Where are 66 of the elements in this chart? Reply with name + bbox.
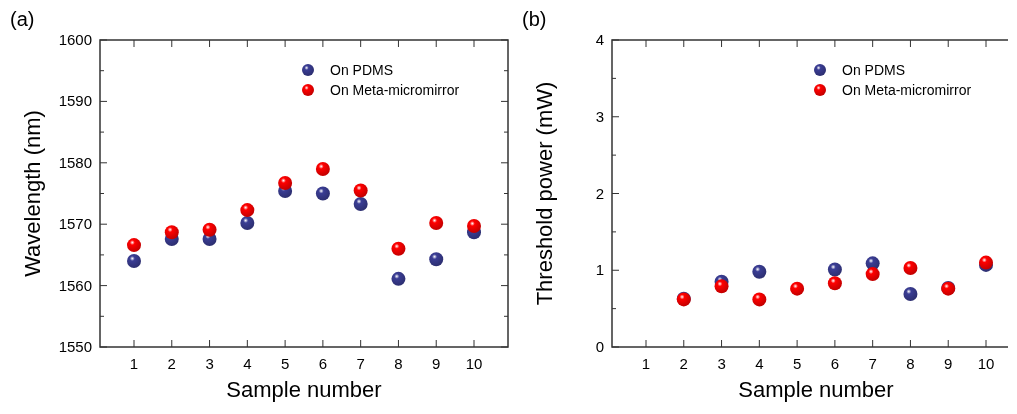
- y-tick-label: 0: [595, 338, 604, 355]
- point: [903, 287, 918, 302]
- point: [164, 225, 179, 240]
- y-tick-label: 1600: [58, 31, 92, 48]
- point: [315, 186, 330, 201]
- point: [278, 176, 293, 191]
- point: [752, 264, 767, 279]
- x-tick-label: 4: [755, 355, 764, 372]
- point: [714, 279, 729, 294]
- x-tick-label: 5: [792, 355, 802, 372]
- point: [865, 267, 880, 282]
- legend-label: On PDMS: [330, 62, 394, 78]
- y-tick-label: 1550: [58, 338, 92, 355]
- y-axis-title: Threshold power (mW): [532, 81, 557, 306]
- x-tick-label: 5: [280, 355, 290, 372]
- y-tick-label: 1580: [58, 153, 92, 171]
- x-tick-label: 8: [394, 355, 403, 372]
- x-tick-label: 2: [167, 355, 176, 372]
- point: [429, 252, 444, 267]
- point: [467, 219, 481, 234]
- legend-label: On Meta-micromirror: [330, 82, 460, 98]
- point: [903, 260, 918, 275]
- point: [827, 276, 842, 291]
- x-tick-label: 3: [205, 355, 214, 372]
- y-tick-label: 1570: [58, 215, 92, 233]
- y-tick-label: 4: [595, 31, 604, 48]
- chart-title: (a): [10, 8, 35, 30]
- x-tick-label: 4: [243, 355, 252, 372]
- x-tick-label: 10: [465, 355, 483, 372]
- x-tick-label: 3: [717, 355, 726, 372]
- y-tick-label: 3: [595, 107, 604, 125]
- chart-title: (b): [522, 8, 547, 30]
- point: [240, 203, 255, 218]
- point: [752, 292, 767, 307]
- point: [202, 222, 217, 237]
- x-tick-label: 2: [679, 355, 688, 372]
- y-tick-label: 1560: [58, 276, 92, 294]
- legend-label: On Meta-micromirror: [842, 82, 972, 98]
- x-tick-label: 6: [318, 355, 328, 372]
- x-tick-label: 7: [868, 355, 877, 372]
- x-tick-label: 10: [977, 355, 995, 372]
- point: [353, 196, 368, 211]
- legend-label: On PDMS: [842, 62, 906, 78]
- point: [391, 241, 406, 256]
- point: [391, 271, 406, 286]
- point: [429, 215, 444, 230]
- y-tick-label: 1590: [58, 92, 92, 110]
- x-tick-label: 7: [356, 355, 365, 372]
- point: [790, 281, 805, 296]
- x-tick-label: 9: [944, 355, 953, 372]
- x-axis-title: Sample number: [226, 377, 382, 402]
- point: [315, 161, 330, 176]
- x-axis-title: Sample number: [738, 377, 894, 402]
- x-tick-label: 1: [641, 355, 651, 372]
- y-tick-label: 2: [595, 184, 604, 202]
- point: [240, 215, 255, 230]
- point: [353, 183, 368, 198]
- x-tick-label: 9: [432, 355, 441, 372]
- x-tick-label: 6: [830, 355, 840, 372]
- y-tick-label: 1: [595, 261, 604, 279]
- y-axis-title: Wavelength (nm): [20, 110, 45, 277]
- point: [127, 238, 141, 253]
- x-tick-label: 1: [129, 355, 139, 372]
- x-tick-label: 8: [906, 355, 915, 372]
- point: [127, 254, 141, 269]
- point: [827, 262, 842, 277]
